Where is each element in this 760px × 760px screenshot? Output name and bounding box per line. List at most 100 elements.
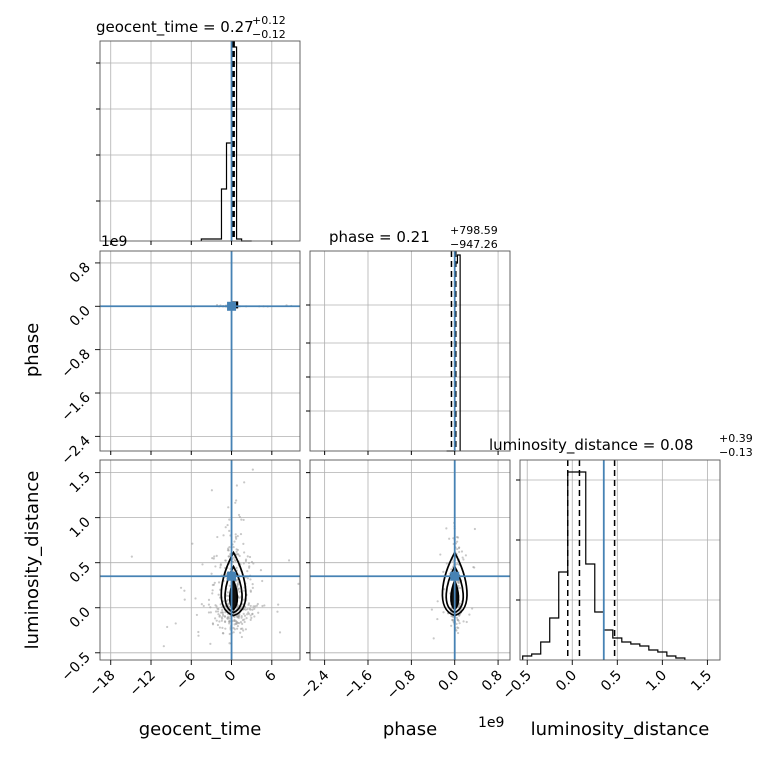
ld-vs-geocent-time-sample-218 [216, 535, 219, 539]
offset-text-geocent-time: 1e9 [101, 234, 127, 250]
ld-vs-geocent-time-sample-336 [248, 565, 251, 568]
ld-vs-geocent-time-ytick-label-4: 1.5 [67, 469, 94, 496]
ld-vs-geocent-time-sample-115 [232, 631, 235, 634]
ld-vs-phase-sample-143 [455, 622, 458, 626]
ld-vs-geocent-time-sample-116 [220, 616, 223, 619]
ld-vs-phase-xtick-label-3: 0.0 [435, 668, 462, 695]
ld-vs-geocent-time-sample-314 [207, 598, 211, 602]
ld-vs-geocent-time-sample-345 [222, 614, 225, 617]
ld-vs-phase-sample-70 [436, 617, 439, 621]
ld-vs-geocent-time-sample-383 [214, 617, 217, 620]
ld-vs-geocent-time-sample-190 [162, 645, 165, 648]
ld-vs-phase-sample-127 [455, 616, 459, 619]
ld-vs-geocent-time-sample-194 [297, 582, 300, 585]
ld-vs-phase-xtick-label-1: −1.6 [340, 667, 375, 702]
ld-vs-phase-sample-161 [461, 556, 464, 559]
ld-vs-geocent-time-sample-141 [240, 518, 243, 521]
ld-vs-geocent-time-xtick-label-3: 0 [222, 668, 240, 686]
ld-vs-geocent-time-sample-313 [236, 605, 239, 608]
ld-vs-geocent-time-sample-77 [278, 631, 282, 634]
ld-vs-geocent-time-sample-212 [209, 611, 212, 614]
ld-vs-geocent-time-contour-1 [224, 564, 243, 614]
phase-vs-geocent-time-ytick-label-0: −2.4 [58, 433, 93, 468]
ld-vs-geocent-time-sample-87 [215, 554, 218, 557]
ld-vs-geocent-time-sample-388 [174, 622, 177, 625]
ld-vs-geocent-time-sample-280 [236, 548, 239, 552]
ld-vs-geocent-time-sample-387 [257, 611, 260, 614]
ld-vs-geocent-time-sample-84 [207, 603, 211, 606]
phase-vs-geocent-time-ytick-label-4: 0.8 [67, 259, 94, 286]
ld-vs-phase-sample-51 [457, 626, 460, 630]
ld-vs-geocent-time-sample-17 [263, 604, 266, 607]
ld-vs-geocent-time-sample-31 [249, 590, 252, 593]
ld-vs-phase-sample-187 [458, 622, 461, 625]
ld-vs-geocent-time-sample-398 [221, 608, 224, 612]
ld-vs-phase-sample-79 [450, 624, 453, 627]
ld-vs-geocent-time-sample-303 [237, 513, 241, 517]
ld-vs-geocent-time-sample-151 [216, 610, 220, 613]
ld-vs-geocent-time-sample-246 [183, 589, 186, 592]
ld-vs-geocent-time-sample-97 [202, 604, 205, 608]
ld-vs-geocent-time-sample-328 [217, 613, 220, 616]
ld-vs-geocent-time-sample-372 [222, 632, 225, 635]
ld-vs-geocent-time-sample-278 [220, 619, 223, 622]
ld-vs-geocent-time-sample-347 [241, 622, 244, 625]
ld-vs-geocent-time-sample-268 [195, 613, 199, 617]
ld-vs-geocent-time-xtick-label-1: −12 [127, 668, 159, 700]
ld-vs-geocent-time-sample-358 [227, 594, 230, 598]
ld-vs-geocent-time-ytick-label-2: 0.5 [67, 559, 94, 586]
ld-hist-xtick-label-0: −0.5 [500, 668, 535, 703]
ld-vs-geocent-time-sample-338 [218, 614, 221, 617]
ld-vs-geocent-time-sample-290 [259, 569, 263, 572]
ld-vs-geocent-time-sample-102 [130, 555, 133, 558]
ld-vs-geocent-time-sample-90 [246, 608, 249, 611]
ld-vs-geocent-time-sample-385 [179, 586, 183, 589]
ld-vs-geocent-time-sample-262 [219, 603, 222, 606]
ld-vs-geocent-time-sample-414 [251, 583, 254, 586]
title-geocent-time-minus: −0.12 [252, 28, 286, 41]
ld-vs-geocent-time-sample-91 [249, 578, 252, 581]
ld-vs-geocent-time-sample-197 [226, 598, 229, 601]
ld-vs-geocent-time-sample-67 [217, 593, 220, 596]
ld-vs-geocent-time-sample-401 [214, 604, 217, 607]
ld-vs-geocent-time-sample-224 [244, 628, 247, 631]
ld-vs-geocent-time-sample-261 [239, 532, 243, 536]
phase-vs-geocent-time-panel: −2.4 −1.6 −0.8 0.0 0.8 [58, 250, 301, 468]
ld-vs-phase-sample-186 [439, 553, 442, 556]
ld-vs-geocent-time-sample-412 [251, 613, 254, 616]
ld-vs-geocent-time-sample-96 [248, 555, 252, 559]
ld-vs-geocent-time-sample-362 [228, 632, 231, 636]
title-luminosity-distance-minus: −0.13 [719, 446, 753, 459]
ld-vs-phase-sample-92 [448, 537, 451, 540]
ld-vs-geocent-time-sample-33 [200, 603, 203, 606]
ld-vs-geocent-time-sample-68 [217, 581, 221, 584]
ld-vs-geocent-time-sample-324 [226, 617, 229, 620]
ld-vs-phase-sample-107 [464, 554, 467, 557]
ld-vs-geocent-time-sample-349 [238, 596, 241, 599]
offset-text-x-geocent-time: 1e9 [478, 715, 504, 731]
ld-vs-geocent-time-panel: −18 −12 −6 0 6 −0.5 0.0 0.5 1.0 1.5 [58, 459, 301, 700]
ld-hist-xtick-label-2: 0.5 [598, 668, 625, 695]
ld-vs-phase-sample-113 [442, 570, 445, 574]
ld-vs-geocent-time-sample-340 [233, 615, 236, 619]
ld-vs-geocent-time-sample-56 [224, 627, 227, 630]
ld-vs-geocent-time-sample-315 [228, 529, 231, 532]
ld-vs-geocent-time-sample-369 [224, 559, 227, 562]
phase-hist-panel [306, 250, 511, 455]
ld-vs-phase-sample-39 [456, 631, 460, 635]
ld-vs-geocent-time-sample-308 [228, 546, 231, 549]
phase-hist-frame [309, 250, 511, 452]
ld-vs-phase-sample-164 [455, 629, 458, 632]
ld-vs-geocent-time-sample-279 [245, 617, 248, 620]
ld-hist-xtick-label-4: 1.5 [688, 668, 715, 695]
ld-vs-geocent-time-sample-266 [236, 584, 239, 587]
ld-vs-phase-xtick-label-2: −0.8 [384, 668, 419, 703]
ld-vs-geocent-time-sample-323 [223, 615, 227, 618]
ld-vs-phase-sample-177 [458, 586, 462, 590]
ld-hist-xtick-label-1: 0.0 [553, 668, 580, 695]
ld-vs-geocent-time-sample-174 [261, 579, 264, 583]
ld-vs-geocent-time-sample-380 [255, 604, 258, 607]
ld-vs-geocent-time-sample-111 [234, 533, 237, 536]
ld-vs-geocent-time-sample-381 [211, 589, 214, 592]
